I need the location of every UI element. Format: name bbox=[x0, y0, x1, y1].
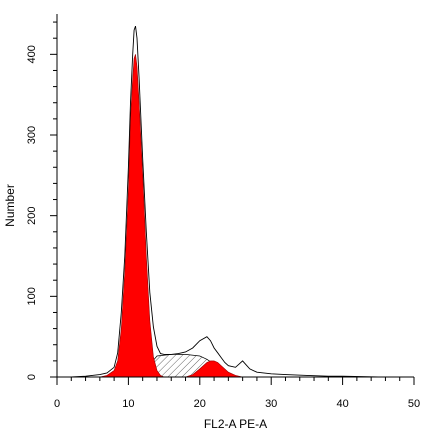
x-tick-label: 30 bbox=[265, 398, 277, 410]
y-tick-label: 300 bbox=[26, 126, 38, 144]
x-tick-label: 20 bbox=[194, 398, 206, 410]
plot-area bbox=[57, 25, 414, 378]
x-tick-label: 50 bbox=[408, 398, 420, 410]
x-tick-label: 40 bbox=[336, 398, 348, 410]
y-tick-label: 200 bbox=[26, 206, 38, 224]
x-axis-ticks: 0 10 20 30 40 50 bbox=[54, 377, 420, 410]
x-tick-label: 0 bbox=[54, 398, 60, 410]
y-axis-title: Number bbox=[3, 184, 17, 227]
g2-peak-area bbox=[185, 360, 243, 378]
y-axis-ticks: 0 100 200 300 400 bbox=[26, 21, 57, 380]
y-tick-label: 400 bbox=[26, 45, 38, 63]
x-tick-label: 10 bbox=[122, 398, 134, 410]
x-axis-title: FL2-A PE-A bbox=[204, 417, 267, 431]
y-tick-label: 0 bbox=[26, 374, 38, 380]
y-tick-label: 100 bbox=[26, 287, 38, 305]
g1-peak-area bbox=[99, 54, 165, 378]
histogram-outline bbox=[57, 25, 414, 378]
